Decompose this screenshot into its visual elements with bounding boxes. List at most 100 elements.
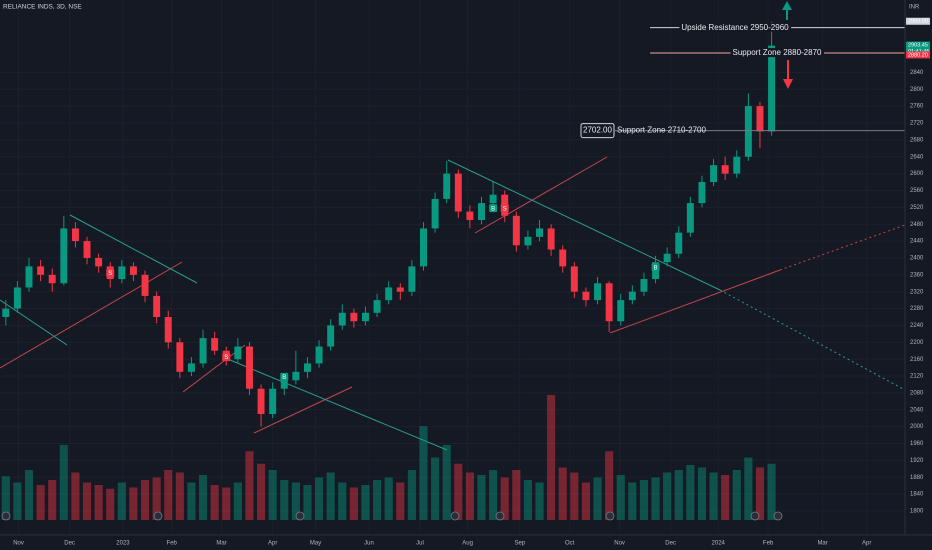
candle-body — [48, 274, 56, 284]
y-tick-label: 2720 — [910, 121, 924, 127]
volume-bar — [651, 477, 660, 520]
candle-body — [512, 215, 520, 246]
level-tag: 2702.00 — [583, 126, 612, 135]
y-tick-label: 2320 — [910, 289, 924, 295]
volume-bar — [697, 467, 707, 520]
candle-body — [13, 287, 21, 309]
level-label-bg — [679, 22, 792, 32]
trend-line — [719, 289, 906, 391]
candle-body — [408, 266, 416, 292]
volume-bar — [547, 395, 556, 520]
trend-line — [609, 269, 781, 334]
x-tick-label: Aug — [462, 541, 473, 547]
candle-body — [362, 312, 369, 322]
y-tick-label: 1800 — [910, 509, 924, 515]
candles: S S B B S B — [2, 21, 776, 427]
volume-bar — [291, 482, 300, 520]
volume-bar — [338, 482, 347, 520]
trend-line — [474, 156, 608, 234]
volume-bar — [24, 470, 34, 520]
price-tag: 2960.00 — [908, 19, 928, 25]
volume-bar — [605, 451, 614, 520]
volume-bar — [512, 470, 521, 520]
level-label-bg — [730, 48, 825, 58]
volume-bar — [1, 476, 10, 520]
volume-bar — [373, 480, 382, 520]
trend-line — [0, 299, 68, 346]
candle-body — [698, 182, 706, 204]
x-tick-label: Dec — [665, 541, 676, 547]
volume-bar — [465, 472, 474, 520]
volume-bar — [187, 482, 196, 520]
x-tick-label: Apr — [862, 541, 871, 547]
trend-line — [0, 261, 183, 369]
candle-body — [570, 266, 578, 292]
event-icon — [605, 511, 615, 521]
volume-bar — [709, 472, 718, 520]
y-tick-label: 2400 — [910, 256, 924, 262]
volume-bar — [36, 485, 45, 520]
arrow-down-head — [783, 79, 793, 89]
candle-body — [443, 173, 451, 199]
volume-bar — [71, 472, 80, 520]
levels: Upside Resistance 2950-2960 Support Zone … — [580, 22, 905, 139]
volume-bar — [233, 482, 242, 520]
volume-bar — [616, 475, 625, 520]
candle-body — [25, 266, 33, 288]
candle-body — [187, 363, 195, 372]
candle-body — [756, 106, 764, 132]
volume-bar — [59, 445, 68, 520]
volume-bar — [523, 480, 532, 520]
axes: 1800 1840 1880 1920 1960 2000 2040 2080 2120 2160… — [13, 17, 930, 547]
volume-bar — [349, 487, 358, 520]
volume-bar — [117, 482, 126, 520]
signal-label: B — [491, 206, 495, 212]
y-tick-label: 1920 — [910, 458, 924, 464]
y-tick-label: 2280 — [910, 306, 924, 312]
y-tick-label: 2560 — [910, 188, 924, 194]
candle-body — [373, 300, 381, 313]
signal-box — [500, 204, 509, 213]
candle-body — [303, 363, 311, 372]
y-tick-label: 2520 — [910, 205, 924, 211]
y-tick-label: 2240 — [910, 323, 924, 329]
volume — [1, 395, 776, 520]
x-tick-label: Jul — [416, 541, 424, 547]
candle-body — [594, 283, 602, 301]
candle-body — [710, 165, 718, 183]
event-icon — [1, 511, 11, 521]
candle-body — [454, 173, 462, 212]
candle-body — [211, 338, 219, 351]
y-tick-label: 2080 — [910, 391, 924, 397]
candle-body — [385, 287, 393, 301]
candle-body — [582, 291, 590, 301]
trend-line — [447, 159, 721, 291]
candle-body — [478, 203, 485, 220]
candle-body — [37, 266, 45, 275]
currency: INR — [909, 5, 920, 11]
y-tick-label: 1880 — [910, 475, 924, 481]
level-label: Support Zone 2710-2700 — [617, 126, 707, 135]
candle-body — [605, 283, 613, 322]
x-tick-label: Apr — [268, 541, 277, 547]
candle-body — [466, 211, 474, 220]
candle-body — [280, 380, 288, 389]
x-tick-label: Mar — [216, 541, 226, 547]
candle-body — [153, 295, 161, 318]
signal-box — [222, 353, 231, 362]
volume-bar — [570, 472, 579, 520]
price-tag: 2880.20 — [908, 52, 928, 58]
candle-body — [686, 203, 694, 233]
y-tick-label: 2480 — [910, 222, 924, 228]
candle-body — [199, 338, 207, 364]
candle-body — [338, 312, 346, 326]
x-tick-label: Feb — [763, 541, 774, 547]
signal-label: S — [503, 206, 507, 212]
volume-bar — [431, 457, 440, 520]
volume-bar — [407, 470, 416, 520]
y-tick-label: 2120 — [910, 374, 924, 380]
volume-bar — [303, 485, 312, 520]
volume-bar — [140, 480, 150, 520]
volume-bar — [686, 465, 695, 520]
